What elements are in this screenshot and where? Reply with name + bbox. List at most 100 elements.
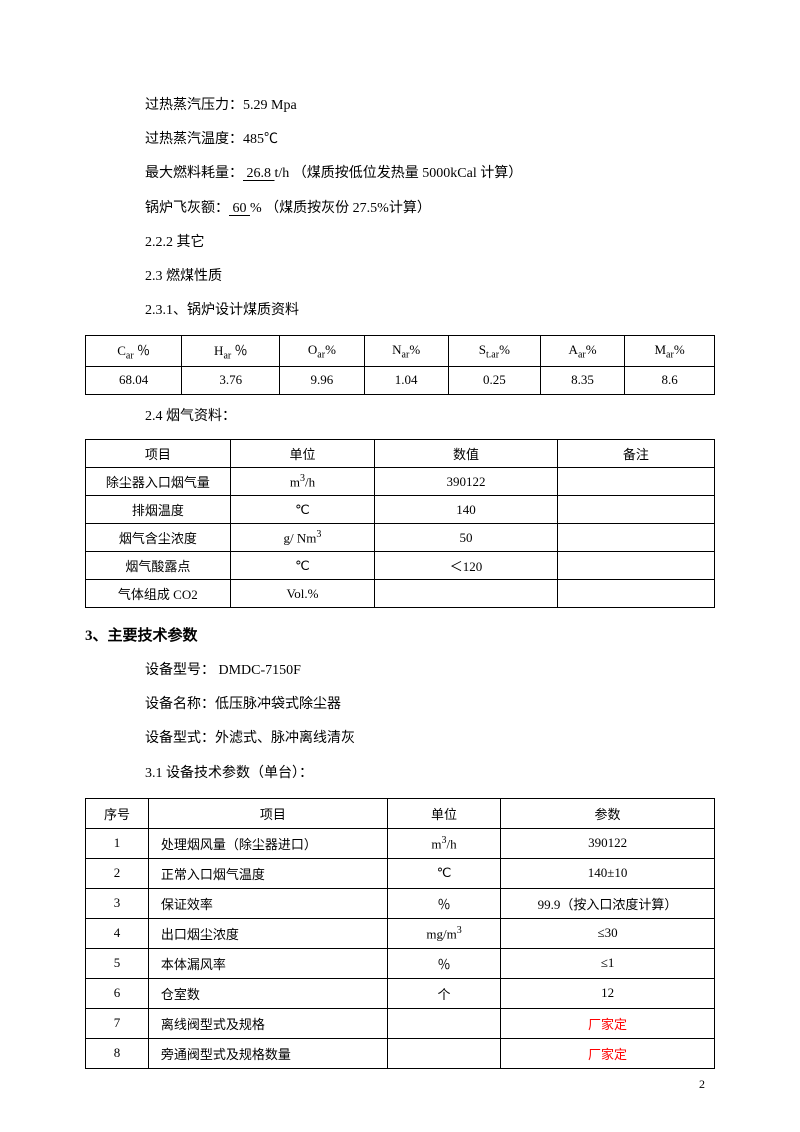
- cell: 烟气含尘浓度: [86, 524, 231, 552]
- cell: 9.96: [280, 366, 364, 394]
- cell: 1.04: [364, 366, 448, 394]
- table-row: 4 出口烟尘浓度 mg/m3 ≤30: [86, 918, 715, 948]
- cell: 本体漏风率: [148, 948, 387, 978]
- device-type: 设备型式：外滤式、脉冲离线清灰: [145, 723, 715, 755]
- cell: 50: [375, 524, 557, 552]
- cell: [557, 468, 714, 496]
- table-row: 气体组成 CO2 Vol.%: [86, 580, 715, 608]
- table-row: 排烟温度 ℃ 140: [86, 496, 715, 524]
- section-3-heading: 3、主要技术参数: [85, 624, 715, 645]
- cell: [557, 496, 714, 524]
- cell: 厂家定: [501, 1008, 715, 1038]
- cell: 99.9（按入口浓度计算）: [501, 888, 715, 918]
- cell: 8.6: [625, 366, 715, 394]
- ash-prefix: 锅炉飞灰额：: [145, 201, 229, 216]
- table-row: 烟气酸露点 ℃ ＜120: [86, 552, 715, 580]
- cell: 序号: [86, 798, 149, 828]
- section-2-3: 2.3 燃煤性质: [145, 261, 715, 293]
- cell: ％: [387, 888, 500, 918]
- section-3-1: 3.1 设备技术参数（单台）：: [145, 758, 715, 790]
- cell: 140: [375, 496, 557, 524]
- device-model: 设备型号： DMDC-7150F: [145, 655, 715, 687]
- table-row: 68.04 3.76 9.96 1.04 0.25 8.35 8.6: [86, 366, 715, 394]
- fuel-unit: t/h: [275, 166, 290, 181]
- cell: Car ％: [86, 336, 182, 367]
- table-row: 6 仓室数 个 12: [86, 978, 715, 1008]
- cell: 3: [86, 888, 149, 918]
- cell: Oar%: [280, 336, 364, 367]
- cell: Har ％: [182, 336, 280, 367]
- cell: 项目: [86, 440, 231, 468]
- cell: m3/h: [387, 828, 500, 858]
- table-row: 5 本体漏风率 ％ ≤1: [86, 948, 715, 978]
- section-2-2-2: 2.2.2 其它: [145, 227, 715, 259]
- table-row: 1 处理烟风量（除尘器进口） m3/h 390122: [86, 828, 715, 858]
- ash-line: 锅炉飞灰额： 60 % （煤质按灰份 27.5%计算）: [145, 193, 715, 225]
- table-row: 7 离线阀型式及规格 厂家定: [86, 1008, 715, 1038]
- cell: [557, 580, 714, 608]
- cell: 单位: [387, 798, 500, 828]
- section-2-4: 2.4 烟气资料：: [145, 401, 715, 433]
- cell: mg/m3: [387, 918, 500, 948]
- cell: 仓室数: [148, 978, 387, 1008]
- cell: 处理烟风量（除尘器进口）: [148, 828, 387, 858]
- cell: 参数: [501, 798, 715, 828]
- ash-note: （煤质按灰份 27.5%计算）: [262, 201, 431, 216]
- cell: Nar%: [364, 336, 448, 367]
- fuel-note: （煤质按低位发热量 5000kCal 计算）: [289, 166, 522, 181]
- cell: 烟气酸露点: [86, 552, 231, 580]
- table-row: 2 正常入口烟气温度 ℃ 140±10: [86, 858, 715, 888]
- cell: 4: [86, 918, 149, 948]
- table-row: 烟气含尘浓度 g/ Nm3 50: [86, 524, 715, 552]
- cell: 390122: [501, 828, 715, 858]
- cell: Vol.%: [230, 580, 375, 608]
- fuel-line: 最大燃料耗量： 26.8 t/h （煤质按低位发热量 5000kCal 计算）: [145, 158, 715, 190]
- cell: m3/h: [230, 468, 375, 496]
- cell: 68.04: [86, 366, 182, 394]
- cell: Aar%: [540, 336, 624, 367]
- cell: 保证效率: [148, 888, 387, 918]
- cell: g/ Nm3: [230, 524, 375, 552]
- cell: 8.35: [540, 366, 624, 394]
- table-row: 除尘器入口烟气量 m3/h 390122: [86, 468, 715, 496]
- cell: 390122: [375, 468, 557, 496]
- table-row: 项目 单位 数值 备注: [86, 440, 715, 468]
- table-row: 8 旁通阀型式及规格数量 厂家定: [86, 1038, 715, 1068]
- ash-value: 60: [229, 201, 250, 216]
- flue-gas-table: 项目 单位 数值 备注 除尘器入口烟气量 m3/h 390122 排烟温度 ℃ …: [85, 439, 715, 608]
- cell: 备注: [557, 440, 714, 468]
- cell: 出口烟尘浓度: [148, 918, 387, 948]
- cell: 项目: [148, 798, 387, 828]
- cell: 离线阀型式及规格: [148, 1008, 387, 1038]
- fuel-value: 26.8: [243, 166, 275, 181]
- cell: 单位: [230, 440, 375, 468]
- table-row: 3 保证效率 ％ 99.9（按入口浓度计算）: [86, 888, 715, 918]
- cell: 正常入口烟气温度: [148, 858, 387, 888]
- cell: [375, 580, 557, 608]
- cell: 气体组成 CO2: [86, 580, 231, 608]
- cell: 厂家定: [501, 1038, 715, 1068]
- cell: St.ar%: [448, 336, 540, 367]
- cell: 0.25: [448, 366, 540, 394]
- coal-quality-table: Car ％ Har ％ Oar% Nar% St.ar% Aar% Mar% 6…: [85, 335, 715, 395]
- cell: 6: [86, 978, 149, 1008]
- cell: 除尘器入口烟气量: [86, 468, 231, 496]
- cell: 1: [86, 828, 149, 858]
- cell: ℃: [387, 858, 500, 888]
- tech-params-table: 序号 项目 单位 参数 1 处理烟风量（除尘器进口） m3/h 390122 2…: [85, 798, 715, 1069]
- cell: 5: [86, 948, 149, 978]
- cell: 旁通阀型式及规格数量: [148, 1038, 387, 1068]
- cell: [557, 552, 714, 580]
- cell: [557, 524, 714, 552]
- cell: 排烟温度: [86, 496, 231, 524]
- table-row: Car ％ Har ％ Oar% Nar% St.ar% Aar% Mar%: [86, 336, 715, 367]
- cell: [387, 1008, 500, 1038]
- fuel-prefix: 最大燃料耗量：: [145, 166, 243, 181]
- cell: Mar%: [625, 336, 715, 367]
- page-number: 2: [699, 1077, 705, 1092]
- cell: ℃: [230, 552, 375, 580]
- device-name: 设备名称：低压脉冲袋式除尘器: [145, 689, 715, 721]
- cell: [387, 1038, 500, 1068]
- cell: 140±10: [501, 858, 715, 888]
- cell: ≤30: [501, 918, 715, 948]
